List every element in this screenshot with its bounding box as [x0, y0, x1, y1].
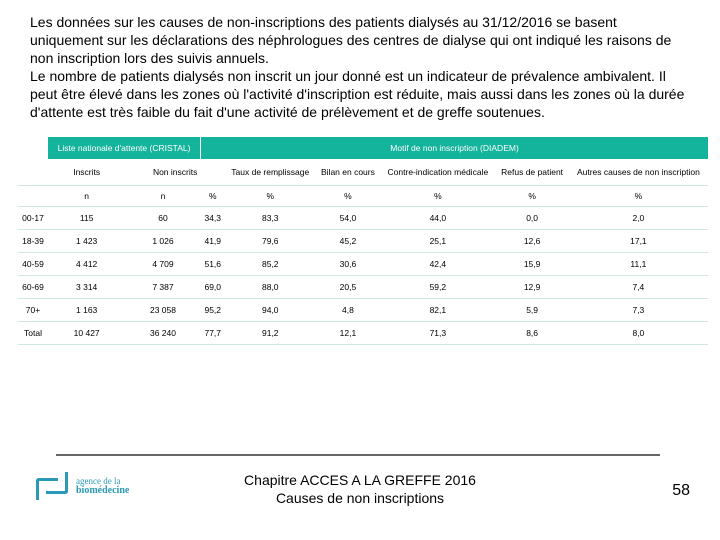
cell: 60 [125, 207, 200, 230]
cell: 82,1 [380, 299, 495, 322]
cell: 91,2 [225, 322, 316, 345]
cell: 1 163 [48, 299, 125, 322]
col-header-refus: Refus de patient [495, 159, 568, 186]
footer-center: Chapitre ACCES A LA GREFFE 2016 Causes d… [0, 472, 720, 507]
cell: 12,6 [495, 230, 568, 253]
cell: 23 058 [125, 299, 200, 322]
col-header-contre: Contre-indication médicale [380, 159, 495, 186]
col-header-autres: Autres causes de non inscription [569, 159, 708, 186]
cell: 12,1 [316, 322, 381, 345]
table-row: 40-594 4124 70951,685,230,642,415,911,1 [18, 253, 708, 276]
cell: 4 709 [125, 253, 200, 276]
unit-7: % [495, 186, 568, 207]
col-header-bilan: Bilan en cours [316, 159, 381, 186]
footer-page-number: 58 [672, 482, 690, 500]
cell: 41,9 [201, 230, 225, 253]
footer-center-line2: Causes de non inscriptions [0, 490, 720, 508]
cell: 0,0 [495, 207, 568, 230]
unit-4: % [225, 186, 316, 207]
cell: 79,6 [225, 230, 316, 253]
col-header-noninscrits: Non inscrits [125, 159, 225, 186]
row-label: Total [18, 322, 48, 345]
unit-0 [18, 186, 48, 207]
cell: 8,6 [495, 322, 568, 345]
table-row: Total10 42736 24077,791,212,171,38,68,0 [18, 322, 708, 345]
group-header-diadem: Motif de non inscription (DIADEM) [201, 137, 708, 159]
cell: 15,9 [495, 253, 568, 276]
cell: 51,6 [201, 253, 225, 276]
cell: 5,9 [495, 299, 568, 322]
cell: 3 314 [48, 276, 125, 299]
cell: 45,2 [316, 230, 381, 253]
row-label: 00-17 [18, 207, 48, 230]
cell: 12,9 [495, 276, 568, 299]
cell: 25,1 [380, 230, 495, 253]
cell: 30,6 [316, 253, 381, 276]
col-header-inscrits: Inscrits [48, 159, 125, 186]
cell: 7,4 [569, 276, 708, 299]
cell: 88,0 [225, 276, 316, 299]
col-header-blank [18, 159, 48, 186]
cell: 95,2 [201, 299, 225, 322]
cell: 77,7 [201, 322, 225, 345]
cell: 85,2 [225, 253, 316, 276]
unit-6: % [380, 186, 495, 207]
unit-8: % [569, 186, 708, 207]
unit-3: % [201, 186, 225, 207]
col-header-taux: Taux de remplissage [225, 159, 316, 186]
unit-2: n [125, 186, 200, 207]
cell: 2,0 [569, 207, 708, 230]
footer-rule [56, 454, 660, 456]
row-label: 60-69 [18, 276, 48, 299]
table-row: 18-391 4231 02641,979,645,225,112,617,1 [18, 230, 708, 253]
cell: 54,0 [316, 207, 381, 230]
table-row: 70+1 16323 05895,294,04,882,15,97,3 [18, 299, 708, 322]
cell: 59,2 [380, 276, 495, 299]
intro-text: Les données sur les causes de non-inscri… [30, 14, 684, 120]
row-label: 70+ [18, 299, 48, 322]
unit-5: % [316, 186, 381, 207]
footer-center-line1: Chapitre ACCES A LA GREFFE 2016 [0, 472, 720, 490]
group-header-cristal: Liste nationale d'attente (CRISTAL) [48, 137, 201, 159]
cell: 4,8 [316, 299, 381, 322]
blank-corner [18, 137, 48, 159]
data-table: Liste nationale d'attente (CRISTAL) Moti… [18, 137, 708, 345]
cell: 1 423 [48, 230, 125, 253]
cell: 42,4 [380, 253, 495, 276]
cell: 4 412 [48, 253, 125, 276]
cell: 1 026 [125, 230, 200, 253]
row-label: 18-39 [18, 230, 48, 253]
cell: 7,3 [569, 299, 708, 322]
footer: agence de la biomédecine Chapitre ACCES … [0, 460, 720, 526]
cell: 34,3 [201, 207, 225, 230]
table-body: 00-171156034,383,354,044,00,02,018-391 4… [18, 207, 708, 345]
cell: 17,1 [569, 230, 708, 253]
row-label: 40-59 [18, 253, 48, 276]
cell: 69,0 [201, 276, 225, 299]
cell: 94,0 [225, 299, 316, 322]
table-row: 60-693 3147 38769,088,020,559,212,97,4 [18, 276, 708, 299]
intro-paragraph: Les données sur les causes de non-inscri… [0, 0, 720, 131]
cell: 71,3 [380, 322, 495, 345]
cell: 10 427 [48, 322, 125, 345]
cell: 44,0 [380, 207, 495, 230]
cell: 11,1 [569, 253, 708, 276]
unit-1: n [48, 186, 125, 207]
cell: 7 387 [125, 276, 200, 299]
cell: 8,0 [569, 322, 708, 345]
cell: 115 [48, 207, 125, 230]
cell: 20,5 [316, 276, 381, 299]
table-row: 00-171156034,383,354,044,00,02,0 [18, 207, 708, 230]
cell: 36 240 [125, 322, 200, 345]
cell: 83,3 [225, 207, 316, 230]
